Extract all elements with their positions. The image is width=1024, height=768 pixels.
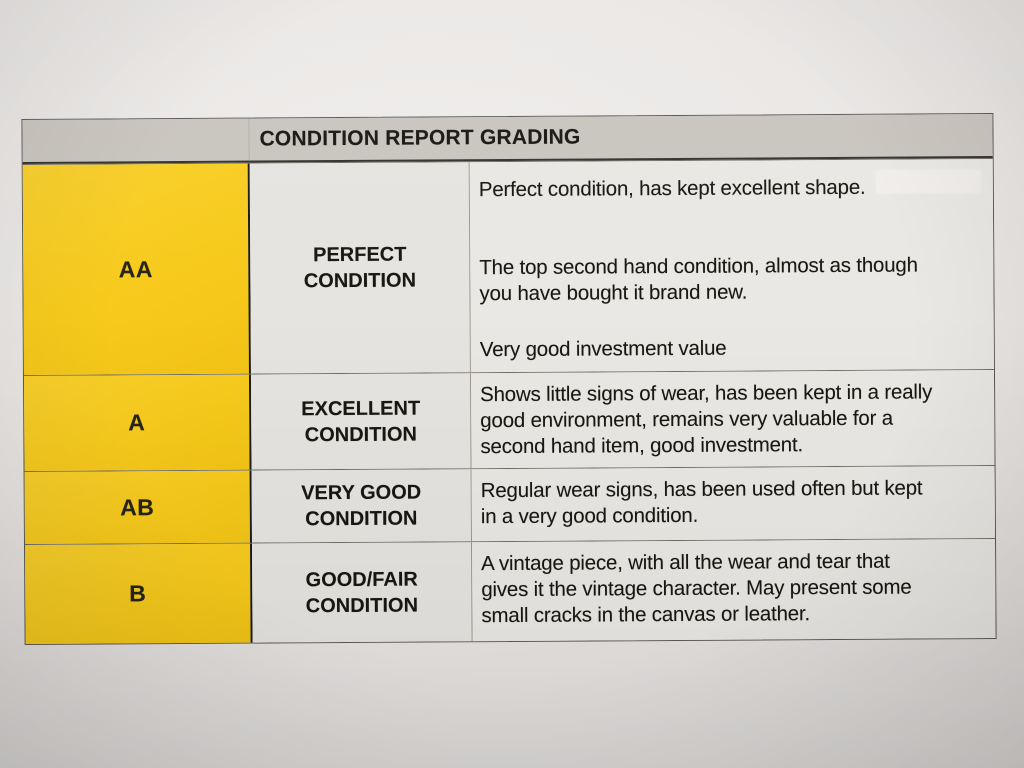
condition-cell: EXCELLENT CONDITION: [250, 373, 472, 470]
table-title: CONDITION REPORT GRADING: [259, 125, 581, 151]
condition-cell: GOOD/FAIR CONDITION: [252, 542, 473, 643]
description-cell: A vintage piece, with all the wear and t…: [471, 539, 996, 642]
condition-cell: VERY GOOD CONDITION: [251, 469, 472, 543]
description-paragraph: A vintage piece, with all the wear and t…: [481, 549, 912, 628]
description-paragraph: Very good investment value: [479, 336, 727, 362]
grade-label: B: [129, 580, 147, 607]
header-spacer-cell: [22, 118, 250, 162]
condition-cell: PERFECT CONDITION: [249, 162, 471, 374]
table-row-a: A EXCELLENT CONDITION Shows little signs…: [23, 369, 995, 471]
description-paragraph: Shows little signs of wear, has been kep…: [480, 380, 933, 459]
grade-label: AB: [120, 493, 155, 520]
table-row-b: B GOOD/FAIR CONDITION A vintage piece, w…: [24, 538, 996, 644]
table-row-aa: AA PERFECT CONDITION Perfect condition, …: [22, 158, 994, 375]
grade-cell: AA: [22, 163, 251, 375]
grade-cell: B: [25, 543, 253, 644]
table-header-row: CONDITION REPORT GRADING: [22, 114, 993, 164]
description-cell: Regular wear signs, has been used often …: [471, 466, 995, 542]
description-paragraph: Regular wear signs, has been used often …: [480, 476, 923, 529]
table-row-ab: AB VERY GOOD CONDITION Regular wear sign…: [24, 465, 995, 544]
grade-label: A: [128, 409, 146, 436]
description-paragraph: The top second hand condition, almost as…: [479, 253, 918, 306]
description-cell: Perfect condition, has kept excellent sh…: [469, 159, 994, 373]
grade-cell: AB: [24, 470, 252, 544]
condition-grading-table: CONDITION REPORT GRADING AA PERFECT COND…: [21, 113, 997, 645]
whiteout-mark: [875, 169, 981, 194]
description-cell: Shows little signs of wear, has been kep…: [470, 370, 995, 469]
grade-cell: A: [23, 374, 252, 471]
grade-label: AA: [118, 255, 154, 282]
